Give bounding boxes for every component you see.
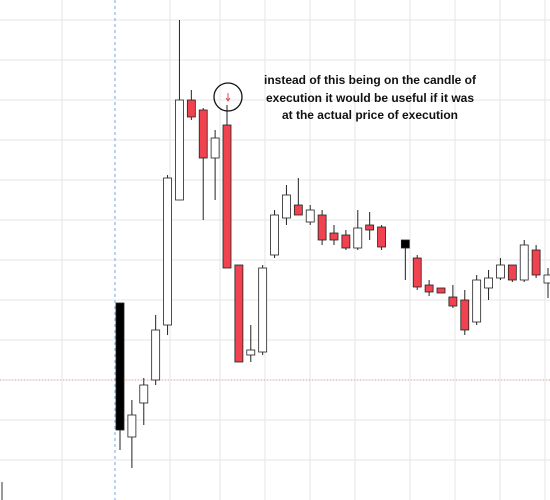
- candle-body: [436, 287, 446, 294]
- candle-body: [270, 214, 279, 256]
- candle-body: [127, 414, 137, 438]
- candle-body: [472, 279, 482, 323]
- candle-body: [293, 204, 303, 216]
- execution-arrow-head: [225, 97, 231, 102]
- candle-body: [151, 329, 161, 381]
- candle-body: [543, 274, 550, 284]
- candle-body: [484, 277, 493, 289]
- candle-body: [377, 226, 386, 248]
- candle-body: [198, 109, 208, 159]
- candle-body: [400, 239, 410, 249]
- candle-body: [507, 264, 517, 281]
- candle-body: [258, 267, 268, 353]
- candle-body: [175, 99, 184, 201]
- candle-body: [222, 124, 232, 269]
- annotation-circle: [213, 82, 243, 112]
- candle-body: [519, 244, 529, 281]
- candle-body: [115, 302, 125, 431]
- candle-body: [448, 296, 458, 307]
- candle-body: [282, 194, 291, 219]
- candle-body: [531, 249, 541, 276]
- candle-body: [341, 234, 351, 249]
- candle-body: [305, 209, 315, 223]
- candle-body: [412, 257, 422, 288]
- candle-body: [317, 214, 327, 241]
- candle-body: [353, 227, 363, 249]
- candles: [115, 20, 550, 468]
- candle-body: [246, 349, 256, 356]
- candle-body: [234, 264, 244, 363]
- candle-body: [329, 232, 339, 241]
- annotation-line: at the actual price of execution: [282, 108, 458, 122]
- candle-body: [163, 177, 172, 326]
- annotation-line: instead of this being on the candle of: [264, 73, 477, 87]
- candle-body: [365, 224, 375, 231]
- candle-body: [210, 137, 220, 159]
- candle-body: [460, 299, 470, 331]
- candle-body: [496, 264, 505, 279]
- candle-body: [139, 384, 149, 404]
- candle-body: [186, 99, 196, 118]
- candle-body: [424, 284, 434, 293]
- annotation-line: execution it would be useful if it was: [266, 91, 474, 105]
